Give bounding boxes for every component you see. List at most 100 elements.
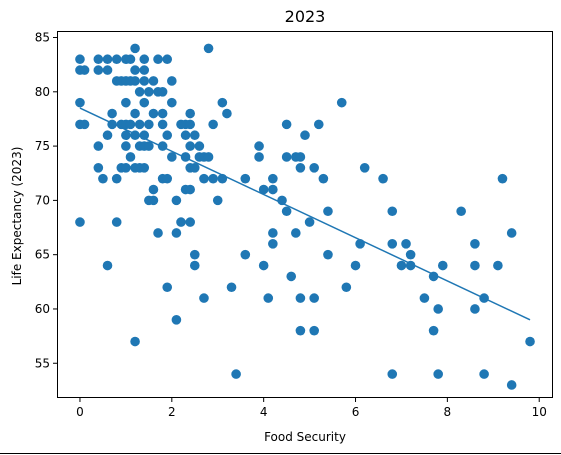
- trend-line: [79, 107, 531, 321]
- data-point-114: [254, 141, 264, 151]
- data-point-66: [157, 87, 168, 97]
- data-point-36: [125, 152, 136, 162]
- data-point-75: [167, 76, 177, 86]
- data-point-124: [281, 119, 292, 130]
- data-point-109: [222, 108, 232, 119]
- data-point-8: [93, 54, 104, 65]
- data-point-151: [387, 369, 398, 379]
- data-point-161: [437, 260, 448, 271]
- y-tick-label: 65: [35, 248, 50, 262]
- data-point-45: [134, 119, 145, 130]
- data-point-105: [208, 173, 218, 184]
- data-point-95: [189, 249, 200, 260]
- data-point-159: [433, 304, 443, 314]
- data-point-37: [130, 43, 140, 54]
- data-point-115: [254, 152, 264, 162]
- data-point-113: [240, 249, 251, 260]
- data-point-147: [359, 163, 370, 173]
- data-point-10: [93, 141, 104, 151]
- data-point-21: [111, 173, 122, 184]
- data-point-48: [139, 54, 150, 65]
- data-point-62: [148, 195, 159, 206]
- data-point-74: [162, 282, 173, 293]
- x-axis-ticks: 0 2 4 6 8 10: [76, 398, 547, 419]
- data-point-122: [268, 239, 278, 249]
- data-point-93: [189, 130, 200, 141]
- data-point-71: [162, 54, 173, 65]
- data-point-50: [139, 76, 150, 86]
- data-point-143: [336, 97, 347, 108]
- data-point-127: [286, 271, 297, 282]
- data-point-59: [148, 76, 159, 86]
- data-point-30: [121, 130, 131, 141]
- data-point-39: [130, 76, 140, 86]
- y-tick-label: 60: [35, 302, 50, 316]
- data-point-100: [199, 173, 209, 184]
- data-point-125: [281, 152, 292, 162]
- data-point-60: [148, 108, 159, 119]
- data-point-144: [341, 282, 352, 293]
- data-point-160: [433, 369, 443, 379]
- data-point-104: [208, 119, 218, 130]
- data-point-13: [102, 54, 113, 65]
- data-point-14: [102, 65, 113, 75]
- data-point-28: [121, 97, 131, 108]
- data-point-142: [323, 249, 333, 260]
- data-point-87: [185, 108, 195, 119]
- y-axis-label: Life Expectancy (2023): [10, 147, 24, 286]
- data-point-172: [525, 336, 535, 347]
- data-point-106: [212, 195, 223, 206]
- data-point-130: [295, 152, 306, 162]
- data-point-55: [144, 87, 154, 97]
- data-point-44: [134, 87, 145, 97]
- data-point-22: [111, 217, 122, 227]
- data-point-15: [102, 130, 113, 141]
- data-point-138: [309, 325, 319, 336]
- y-tick-label: 70: [35, 193, 50, 207]
- data-point-154: [405, 249, 416, 260]
- plot-frame: [57, 31, 553, 398]
- data-point-56: [144, 119, 154, 130]
- data-point-79: [171, 228, 182, 238]
- data-point-132: [295, 293, 306, 303]
- trend-line-group: [79, 107, 531, 321]
- data-point-110: [226, 282, 237, 293]
- data-point-67: [157, 108, 168, 119]
- data-point-135: [304, 217, 315, 227]
- data-point-153: [401, 239, 411, 249]
- x-axis-label: Food Security: [264, 430, 346, 444]
- x-tick-label: 10: [532, 405, 547, 419]
- data-point-35: [125, 119, 136, 130]
- data-point-116: [258, 184, 269, 195]
- data-point-73: [162, 173, 173, 184]
- data-point-7: [75, 217, 85, 227]
- data-point-77: [167, 152, 177, 162]
- data-point-91: [185, 184, 195, 195]
- data-point-94: [189, 163, 200, 173]
- data-point-140: [318, 173, 329, 184]
- x-tick-label: 0: [76, 405, 84, 419]
- y-axis-ticks: 55 60 65 70 75 80 85: [35, 31, 57, 370]
- data-point-103: [203, 152, 214, 162]
- data-point-40: [130, 108, 140, 119]
- data-point-164: [470, 260, 480, 271]
- data-point-1: [75, 54, 85, 65]
- data-point-61: [148, 184, 159, 195]
- data-point-18: [107, 108, 117, 119]
- data-point-65: [153, 228, 163, 238]
- data-point-31: [121, 141, 131, 151]
- data-point-129: [291, 228, 301, 238]
- data-point-156: [419, 293, 430, 303]
- data-point-134: [300, 130, 310, 141]
- data-point-51: [139, 97, 150, 108]
- data-point-133: [295, 325, 306, 336]
- data-point-107: [217, 97, 228, 108]
- data-point-68: [157, 119, 168, 130]
- x-tick-label: 6: [352, 405, 360, 419]
- data-point-167: [479, 369, 489, 379]
- data-point-84: [180, 130, 191, 141]
- data-point-119: [268, 173, 278, 184]
- data-point-3: [79, 65, 90, 75]
- data-point-139: [313, 119, 324, 130]
